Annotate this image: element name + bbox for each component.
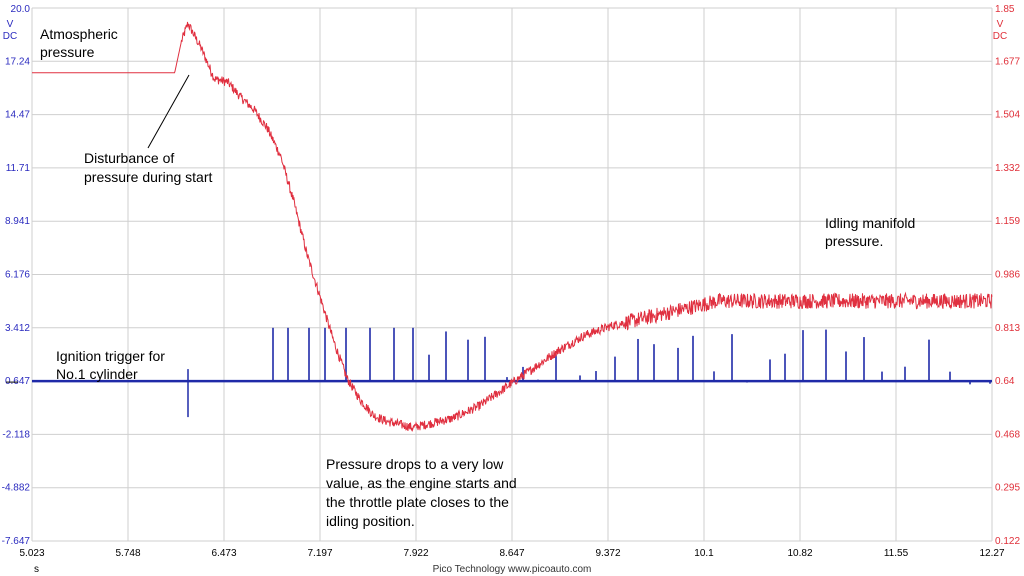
right-tick-label: 1.85 — [995, 4, 1015, 15]
right-tick-label: 0.813 — [995, 323, 1020, 334]
right-tick-label: 0.468 — [995, 429, 1020, 440]
annotation-pressure-drop-2: value, as the engine starts and — [326, 475, 517, 491]
right-tick-label: 0.64 — [995, 376, 1015, 387]
right-tick-label: 1.159 — [995, 216, 1020, 227]
footer-credit: Pico Technology www.picoauto.com — [433, 564, 592, 575]
left-tick-label: 17.24 — [5, 56, 30, 67]
disturbance-leader-line — [147, 74, 190, 149]
annotation-disturbance-2: pressure during start — [84, 169, 213, 185]
x-tick-label: 6.473 — [211, 548, 236, 559]
x-unit-label: s — [34, 564, 39, 575]
x-tick-label: 8.647 — [499, 548, 524, 559]
annotation-atmospheric-1: Atmospheric — [40, 26, 118, 42]
left-tick-label: 6.176 — [5, 270, 30, 281]
right-tick-label: 1.677 — [995, 56, 1020, 67]
annotation-ignition-1: Ignition trigger for — [56, 348, 165, 364]
left-unit-dc: DC — [3, 31, 17, 42]
left-tick-label: -7.647 — [2, 536, 31, 547]
annotation-atmospheric-2: pressure — [40, 44, 95, 60]
left-tick-label: 11.71 — [6, 163, 31, 174]
left-axis-ticks: 20.0 17.24 14.47 11.71 8.941 6.176 3.412 0.647 -… — [2, 4, 31, 547]
x-tick-label: 5.748 — [115, 548, 140, 559]
annotation-ignition-2: No.1 cylinder — [56, 366, 138, 382]
right-unit-dc: DC — [993, 31, 1007, 42]
left-tick-label: 0.647 — [5, 376, 30, 387]
left-tick-label: 3.412 — [5, 323, 30, 334]
right-tick-label: 1.504 — [995, 110, 1020, 121]
right-axis-ticks: 1.85 1.677 1.504 1.332 1.159 0.986 0.813 0.64 0.… — [995, 4, 1020, 547]
x-axis-ticks: 5.023 5.748 6.473 7.197 7.922 8.647 9.372 10.1 1… — [19, 548, 1004, 559]
annotation-pressure-drop-4: idling position. — [326, 513, 415, 529]
x-tick-label: 9.372 — [595, 548, 620, 559]
annotation-disturbance-1: Disturbance of — [84, 150, 174, 166]
x-tick-label: 10.82 — [787, 548, 812, 559]
left-tick-label: -4.882 — [2, 483, 31, 494]
right-tick-label: 1.332 — [995, 163, 1020, 174]
left-tick-label: 14.47 — [5, 110, 30, 121]
annotation-pressure-drop-1: Pressure drops to a very low — [326, 456, 504, 472]
left-tick-label: 8.941 — [5, 216, 30, 227]
left-unit-v: V — [7, 19, 14, 30]
left-tick-label: 20.0 — [11, 4, 31, 15]
manifold-pressure-series — [32, 21, 993, 433]
x-tick-label: 12.27 — [979, 548, 1004, 559]
x-tick-label: 10.1 — [694, 548, 714, 559]
annotation-idling-1: Idling manifold — [825, 215, 915, 231]
left-tick-label: -2.118 — [2, 429, 30, 440]
x-tick-label: 7.922 — [403, 548, 428, 559]
right-tick-label: 0.122 — [995, 536, 1020, 547]
right-tick-label: 0.986 — [995, 270, 1020, 281]
annotation-idling-2: pressure. — [825, 233, 883, 249]
x-tick-label: 11.55 — [884, 548, 909, 559]
right-tick-label: 0.295 — [995, 483, 1020, 494]
x-tick-label: 5.023 — [19, 548, 44, 559]
right-unit-v: V — [997, 19, 1004, 30]
annotation-pressure-drop-3: the throttle plate closes to the — [326, 494, 509, 510]
x-tick-label: 7.197 — [307, 548, 332, 559]
